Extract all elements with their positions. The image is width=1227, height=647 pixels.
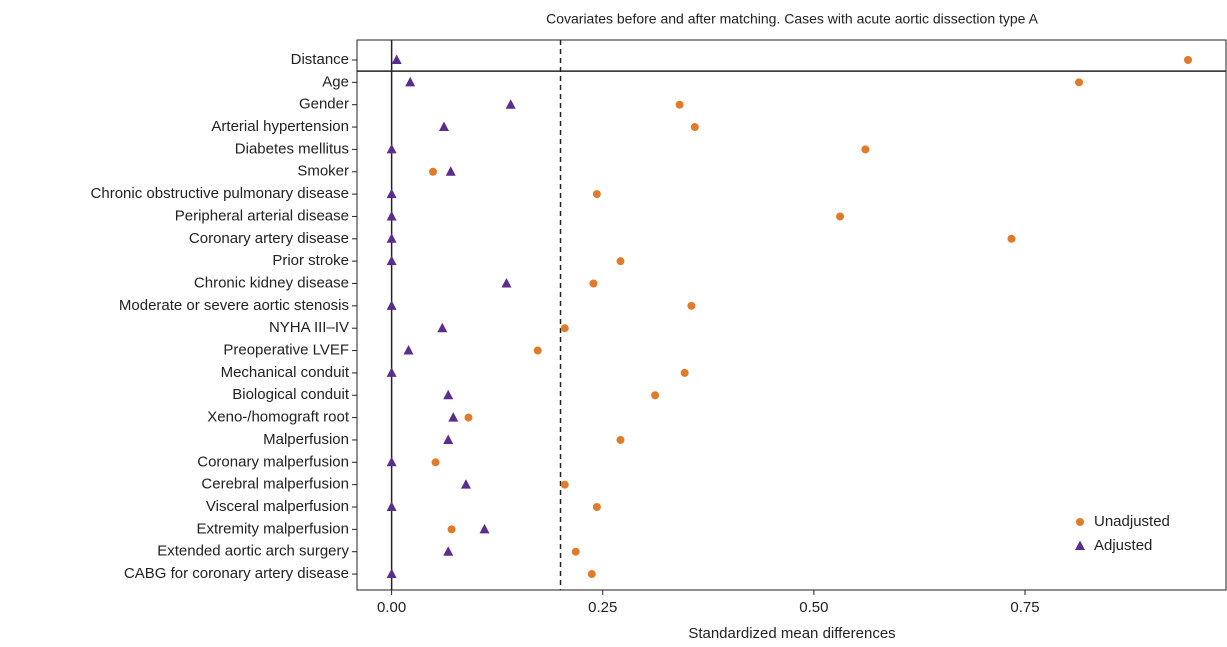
point	[680, 368, 689, 377]
point	[587, 570, 596, 579]
y-tick-label: Peripheral arterial disease	[175, 207, 349, 224]
legend-marker	[1076, 518, 1084, 526]
x-tick-label: 0.00	[377, 599, 406, 616]
chart-title: Covariates before and after matching. Ca…	[546, 11, 1038, 27]
point	[592, 503, 601, 511]
point	[501, 278, 512, 288]
point	[386, 300, 397, 310]
x-tick-label: 0.75	[1010, 599, 1039, 616]
y-tick-label: Gender	[299, 96, 349, 113]
point	[651, 391, 660, 400]
point	[443, 546, 454, 556]
point	[445, 166, 456, 176]
x-tick-label: 0.50	[799, 599, 828, 616]
point	[386, 568, 397, 579]
point	[560, 324, 569, 333]
y-tick-label: Biological conduit	[232, 386, 350, 403]
y-tick-label: Extremity malperfusion	[196, 520, 349, 537]
point	[616, 257, 625, 266]
point	[386, 143, 397, 154]
point	[405, 76, 416, 87]
plot-frame	[356, 39, 1227, 591]
point	[386, 188, 397, 199]
x-tick-label: 0.25	[588, 599, 617, 616]
point	[464, 413, 473, 422]
point	[386, 233, 397, 243]
y-tick-label: Coronary malperfusion	[197, 453, 349, 470]
legend-label: Unadjusted	[1094, 513, 1170, 530]
point	[1075, 78, 1084, 87]
y-tick-label: Chronic obstructive pulmonary disease	[91, 185, 349, 202]
point	[386, 501, 397, 511]
y-tick-label: Diabetes mellitus	[235, 140, 349, 157]
point	[443, 389, 454, 400]
point	[861, 145, 870, 154]
y-tick-label: NYHA III–IV	[269, 319, 349, 336]
point	[690, 123, 699, 132]
point	[429, 167, 438, 176]
y-tick-label: Prior stroke	[272, 252, 349, 269]
y-tick-label: Mechanical conduit	[221, 364, 350, 381]
point	[675, 100, 684, 109]
point	[386, 210, 397, 221]
y-tick-label: Extended aortic arch surgery	[157, 543, 349, 560]
y-tick-label: Moderate or severe aortic stenosis	[119, 297, 349, 314]
point	[438, 121, 449, 132]
point	[437, 322, 448, 333]
point	[1007, 234, 1016, 243]
y-tick-label: CABG for coronary artery disease	[124, 565, 349, 582]
legend-marker	[1075, 540, 1085, 550]
y-tick-label: Cerebral malperfusion	[201, 476, 349, 493]
point	[592, 190, 601, 199]
y-tick-label: Preoperative LVEF	[223, 342, 349, 359]
point	[460, 479, 471, 489]
point	[533, 346, 542, 355]
x-axis-label: Standardized mean differences	[688, 625, 895, 642]
y-tick-label: Chronic kidney disease	[194, 274, 349, 291]
point	[386, 456, 397, 467]
y-tick-label: Smoker	[297, 163, 349, 180]
y-tick-label: Xeno-/homograft root	[207, 409, 350, 426]
point	[391, 54, 402, 64]
y-tick-label: Malperfusion	[263, 431, 349, 448]
point	[1183, 56, 1192, 64]
y-tick-label: Visceral malperfusion	[206, 498, 349, 515]
point	[448, 412, 459, 422]
point	[431, 458, 440, 467]
y-tick-label: Distance	[291, 51, 349, 68]
point	[560, 480, 569, 489]
point	[836, 212, 845, 221]
y-tick-label: Arterial hypertension	[211, 118, 349, 135]
y-tick-label: Coronary artery disease	[189, 230, 349, 247]
point	[386, 255, 397, 266]
point	[589, 279, 598, 288]
point	[403, 345, 414, 355]
point	[447, 525, 456, 534]
point	[616, 435, 625, 444]
point	[479, 523, 490, 534]
y-tick-label: Age	[322, 73, 349, 90]
point	[687, 301, 696, 310]
point	[443, 434, 454, 444]
legend-label: Adjusted	[1094, 537, 1152, 554]
point	[386, 367, 397, 377]
point	[571, 547, 580, 556]
point	[505, 99, 516, 109]
